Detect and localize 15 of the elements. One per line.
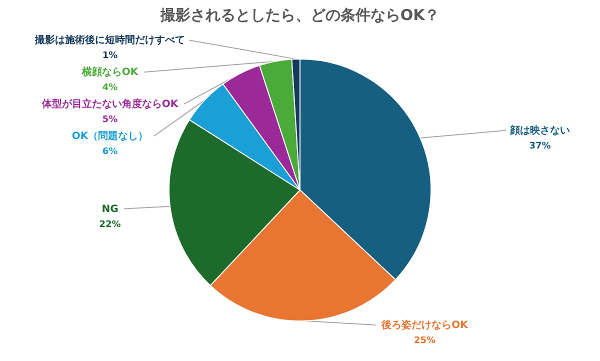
data-label: 1% (102, 51, 118, 62)
data-label: 22% (99, 220, 121, 230)
slice-label: 後ろ姿だけならOK (380, 319, 470, 331)
data-label: 6% (102, 147, 118, 158)
slice-label: 横顔ならOK (80, 66, 140, 78)
data-label: 5% (102, 115, 118, 126)
slice-label: 体型が目立たない角度ならOK (40, 98, 180, 110)
slice-label: 顔は映さない (509, 124, 570, 136)
slice-label: 撮影は施術後に短時間だけすべて (34, 34, 185, 46)
data-label: 25% (414, 336, 436, 346)
slice-label: NG (102, 204, 118, 215)
slice-label: OK（問題なし） (72, 130, 148, 142)
data-label: 37% (529, 141, 551, 152)
data-label: 4% (102, 83, 118, 94)
chart-title: 撮影されるとしたら、どの条件ならOK？ (159, 6, 440, 24)
